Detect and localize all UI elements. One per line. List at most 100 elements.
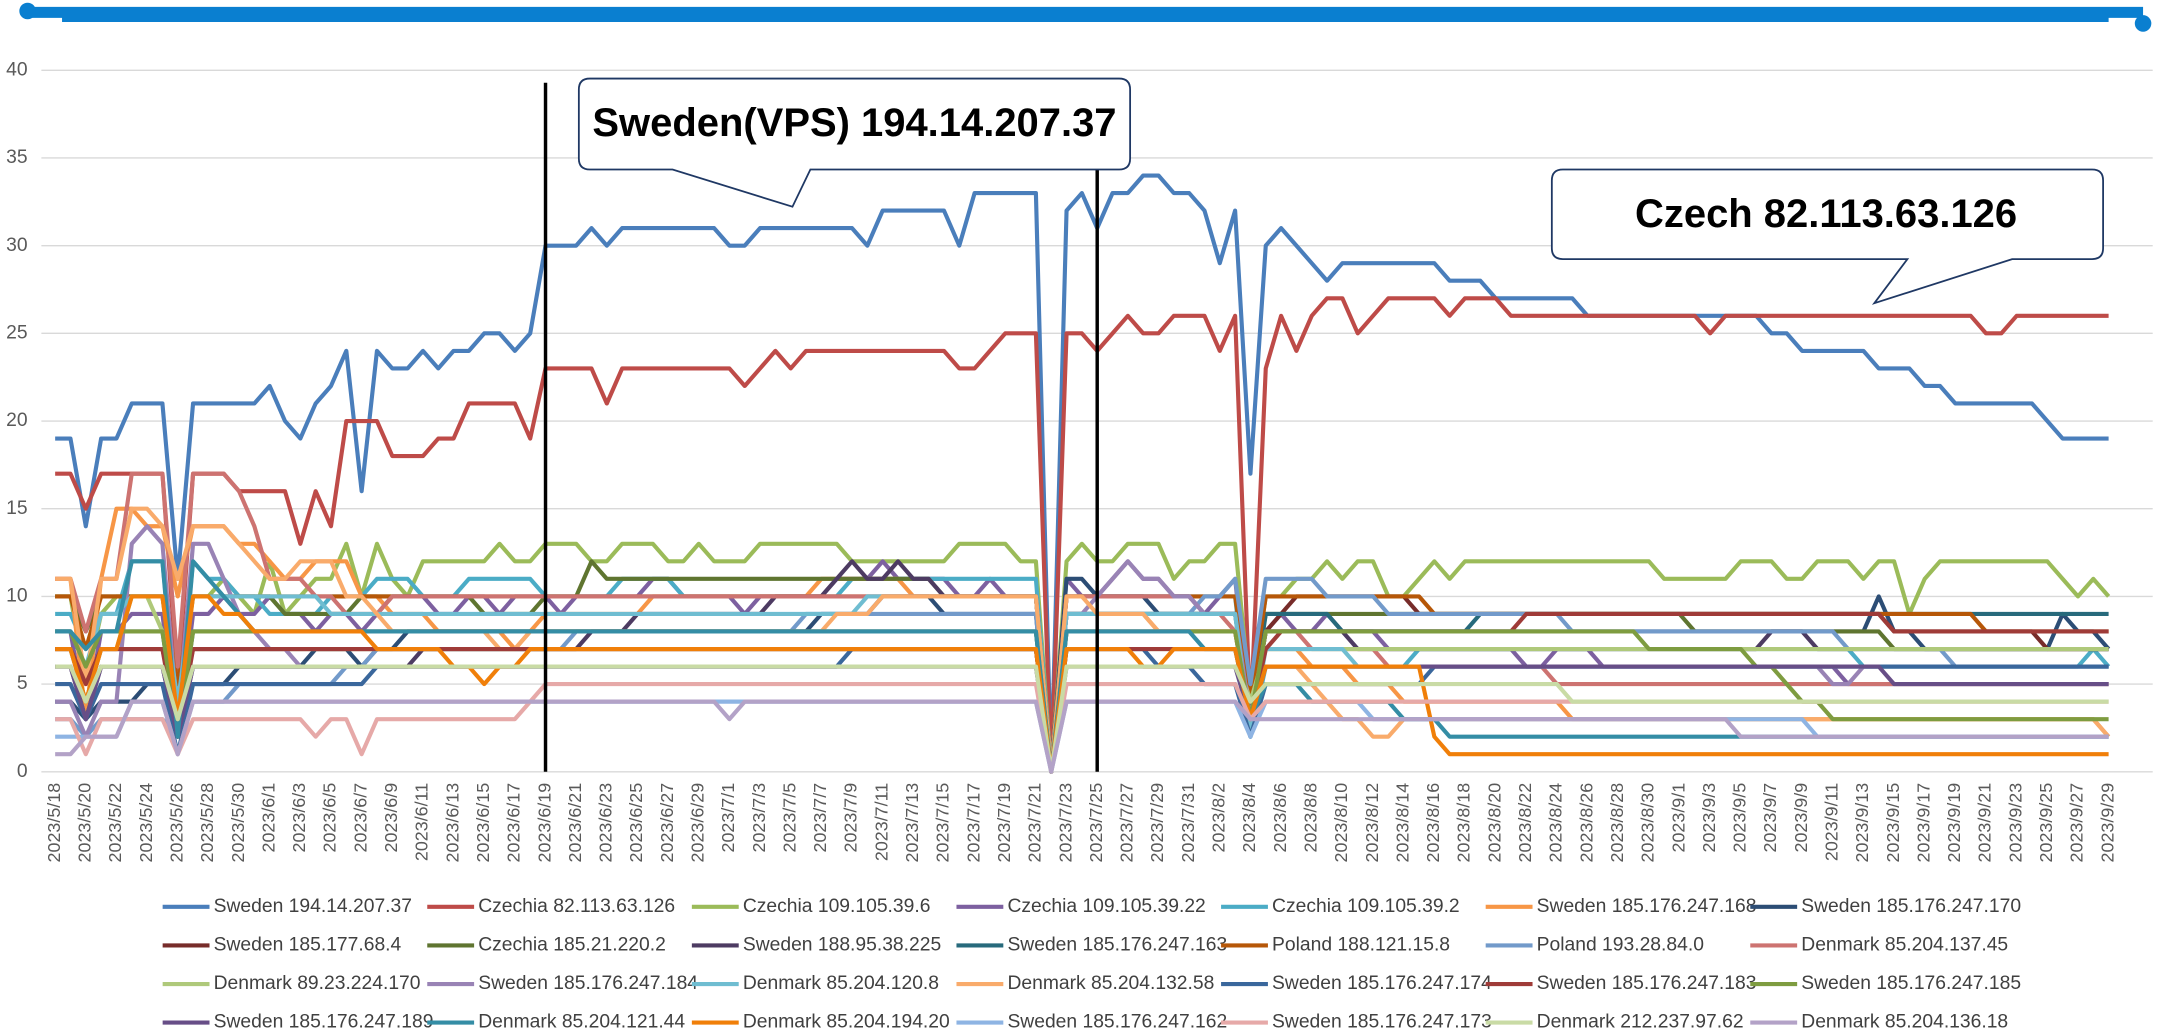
callout-box: [577, 77, 1132, 208]
legend-label: Czechia 109.105.39.22: [1007, 896, 1205, 917]
x-tick-label: 2023/6/11: [412, 783, 432, 861]
legend-label: Denmark 85.204.137.45: [1801, 935, 2008, 956]
series-line: [55, 699, 2109, 774]
x-tick-label: 2023/7/3: [749, 783, 769, 853]
legend-label: Sweden 185.176.247.170: [1801, 896, 2021, 917]
legend-label: Sweden 185.176.247.162: [1007, 1012, 1227, 1033]
x-tick-label: 2023/8/2: [1209, 783, 1229, 853]
legend-label: Sweden 185.176.247.189: [214, 1012, 434, 1033]
x-tick-label: 2023/7/25: [1086, 783, 1106, 863]
y-tick-label: 0: [17, 761, 28, 782]
legend-label: Denmark 85.204.120.8: [743, 973, 939, 994]
x-tick-label: 2023/7/7: [810, 783, 830, 853]
x-tick-label: 2023/5/28: [197, 783, 217, 863]
legend-label: Sweden 185.176.247.185: [1801, 973, 2021, 994]
x-tick-label: 2023/7/23: [1055, 783, 1075, 863]
series-line: [55, 576, 2111, 774]
x-tick-label: 2023/5/30: [228, 783, 248, 863]
axes: 0 5 10 15 20 25 30 35 40 2023/5/18 2023/5/20 2023/5…: [6, 59, 2117, 862]
series-line: [55, 296, 2109, 774]
x-tick-label: 2023/5/26: [166, 783, 186, 863]
x-tick-label: 2023/6/7: [350, 783, 370, 853]
x-tick-label: 2023/7/15: [933, 783, 953, 863]
x-tick-label: 2023/8/8: [1300, 783, 1320, 853]
series-line: [55, 664, 2109, 774]
x-tick-label: 2023/5/20: [75, 783, 95, 863]
y-tick-label: 20: [6, 410, 27, 431]
x-tick-label: 2023/6/29: [688, 783, 708, 863]
y-tick-label: 5: [17, 673, 28, 694]
x-tick-label: 2023/6/21: [565, 783, 585, 863]
plot-area: [55, 173, 2111, 774]
x-tick-label: 2023/6/1: [258, 783, 278, 853]
x-tick-label: 2023/8/28: [1607, 783, 1627, 863]
legend-label: Sweden 194.14.207.37: [214, 896, 412, 917]
legend-label: Czechia 185.21.220.2: [478, 935, 666, 956]
x-tick-label: 2023/5/22: [105, 783, 125, 863]
x-tick-label: 2023/9/7: [1760, 783, 1780, 853]
x-tick-label: 2023/9/15: [1883, 783, 1903, 863]
x-tick-label: 2023/6/25: [626, 783, 646, 863]
x-tick-label: 2023/5/18: [44, 783, 64, 863]
x-tick-label: 2023/7/1: [718, 783, 738, 853]
x-tick-label: 2023/7/17: [963, 783, 983, 863]
slider-handle: [2134, 15, 2152, 32]
x-tick-label: 2023/9/19: [1944, 783, 1964, 863]
series-line: [55, 506, 2111, 774]
x-tick-label: 2023/8/10: [1331, 783, 1351, 863]
x-tick-label: 2023/8/12: [1362, 783, 1382, 863]
legend: Sweden 194.14.207.37 Czechia 82.113.63.12…: [162, 896, 2021, 1033]
callout-text: Sweden(VPS) 194.14.207.37: [592, 101, 1116, 145]
x-tick-label: 2023/7/11: [871, 783, 891, 861]
legend-label: Czechia 109.105.39.6: [743, 896, 931, 917]
x-tick-label: 2023/7/21: [1025, 783, 1045, 863]
x-tick-label: 2023/8/22: [1515, 783, 1535, 863]
x-tick-label: 2023/6/5: [320, 783, 340, 853]
x-tick-label: 2023/8/6: [1270, 783, 1290, 853]
annotations: Sweden(VPS) 194.14.207.37 Czech 82.113.6…: [543, 77, 2104, 772]
x-tick-label: 2023/9/5: [1730, 783, 1750, 853]
series-line: [55, 576, 2109, 774]
x-tick-label: 2023/7/13: [902, 783, 922, 863]
legend-label: Czechia 82.113.63.126: [478, 896, 675, 917]
x-tick-label: 2023/5/24: [136, 783, 156, 863]
x-tick-label: 2023/9/27: [2067, 783, 2087, 863]
legend-label: Poland 193.28.84.0: [1537, 935, 1704, 956]
x-tick-label: 2023/7/27: [1117, 783, 1137, 863]
legend-label: Sweden 185.176.247.183: [1537, 973, 1757, 994]
legend-label: Denmark 85.204.194.20: [743, 1012, 950, 1033]
x-tick-label: 2023/8/16: [1423, 783, 1443, 863]
series-line: [55, 506, 2111, 774]
legend-label: Denmark 85.204.121.44: [478, 1012, 685, 1033]
x-tick-label: 2023/9/11: [1822, 783, 1842, 861]
legend-label: Sweden 185.176.247.173: [1272, 1012, 1492, 1033]
slider-handle: [19, 2, 36, 20]
x-tick-label: 2023/8/18: [1454, 783, 1474, 863]
x-tick-label: 2023/6/17: [504, 783, 524, 863]
callout-box: [1550, 168, 2104, 305]
y-tick-label: 30: [6, 235, 27, 256]
x-tick-label: 2023/8/26: [1576, 783, 1596, 863]
top-slider: [19, 2, 2152, 32]
series-line: [55, 594, 2109, 774]
series-line: [55, 173, 2109, 774]
x-tick-label: 2023/6/15: [473, 783, 493, 863]
x-tick-label: 2023/8/4: [1239, 783, 1259, 853]
x-tick-label: 2023/7/29: [1147, 783, 1167, 863]
x-tick-label: 2023/8/24: [1546, 783, 1566, 863]
x-tick-label: 2023/6/27: [657, 783, 677, 863]
y-tick-label: 15: [6, 498, 27, 519]
legend-label: Denmark 212.237.97.62: [1537, 1012, 1744, 1033]
y-tick-label: 25: [6, 322, 27, 343]
x-tick-label: 2023/8/30: [1638, 783, 1658, 863]
x-tick-label: 2023/9/13: [1852, 783, 1872, 863]
x-tick-label: 2023/6/13: [442, 783, 462, 863]
callout-text: Czech 82.113.63.126: [1635, 192, 2017, 236]
x-tick-label: 2023/7/19: [994, 783, 1014, 863]
x-tick-label: 2023/7/5: [779, 783, 799, 853]
x-tick-label: 2023/9/9: [1791, 783, 1811, 853]
y-tick-label: 40: [6, 59, 27, 80]
x-tick-label: 2023/9/3: [1699, 783, 1719, 853]
